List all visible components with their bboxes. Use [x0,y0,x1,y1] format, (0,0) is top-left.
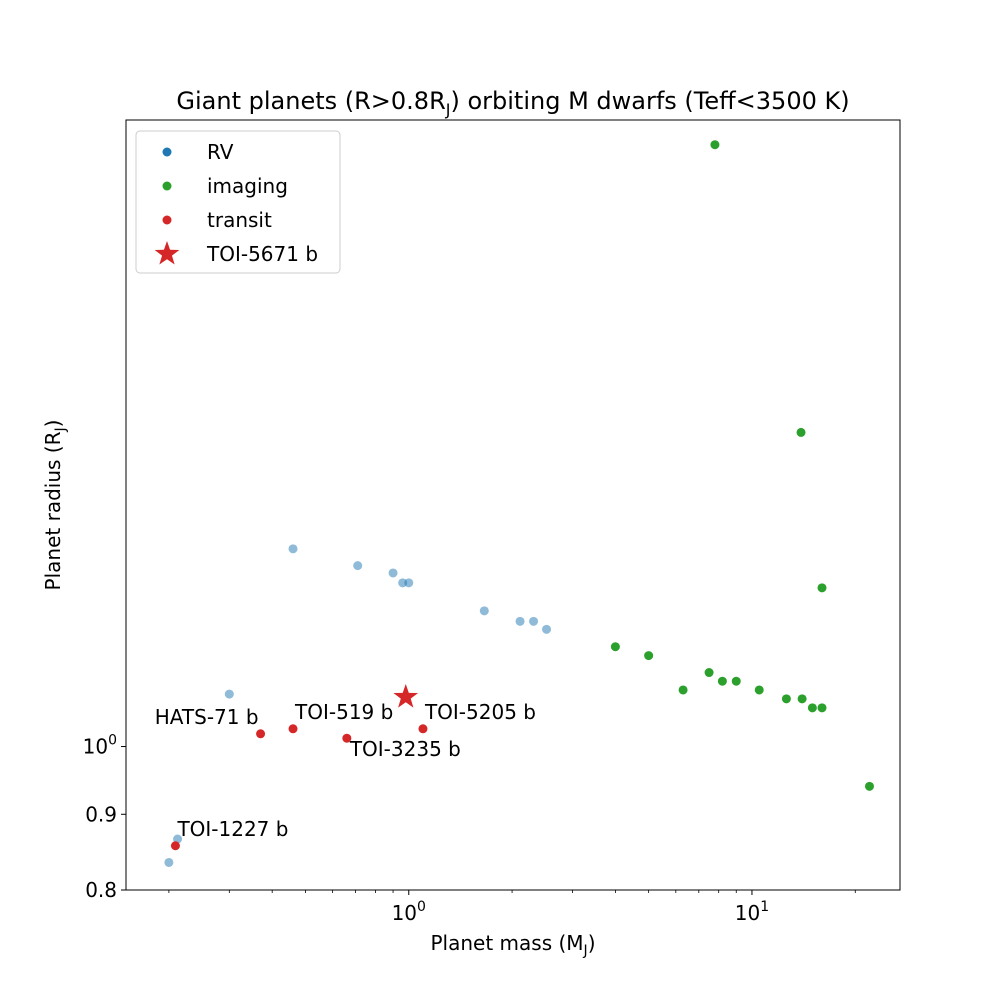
data-point [388,568,398,578]
legend: RV imaging transit TOI-5671 b [135,130,341,274]
y-tick-label: 0.8 [85,878,117,902]
x-axis-label: Planet mass (MJ) [431,931,596,959]
legend-label: transit [207,208,272,232]
data-point [704,668,714,678]
legend-label: RV [207,140,234,164]
plot-area: HATS-71 b TOI-519 b TOI-3235 b TOI-5205 b TO… [125,119,901,891]
data-point [353,561,363,571]
series-imaging [610,140,874,791]
data-point [817,583,827,593]
data-point-star [393,684,419,708]
data-point [479,606,489,616]
data-point [170,841,180,851]
chart-title: Giant planets (R>0.8RJ) orbiting M dwarf… [176,87,849,119]
data-point [288,544,298,554]
y-tick-label: 100 [83,733,117,759]
data-point [256,729,266,739]
y-axis: 0.8 0.9 100 [83,733,126,902]
data-point [288,724,298,734]
legend-marker [162,147,172,157]
data-point [817,703,827,713]
data-point [710,140,720,150]
data-point [542,624,552,634]
data-points [164,140,874,867]
point-label: TOI-3235 b [349,737,461,761]
point-label: TOI-5205 b [424,700,536,724]
point-label: TOI-1227 b [176,817,288,841]
legend-frame [135,130,341,274]
data-point [754,685,764,695]
data-point [781,694,791,704]
legend-marker-star [154,241,180,265]
y-tick-label: 0.9 [85,802,117,826]
legend-items: RV imaging transit TOI-5671 b [154,140,318,266]
data-point [342,733,352,743]
series-toi-5671-b [393,684,419,708]
data-point [731,676,741,686]
legend-item: imaging [162,174,288,198]
data-point [644,651,654,661]
legend-item: transit [162,208,272,232]
data-point [610,642,620,652]
legend-marker [162,181,172,191]
legend-label: TOI-5671 b [206,242,318,266]
data-point [717,676,727,686]
legend-marker [162,215,172,225]
data-point [797,694,807,704]
data-point [796,427,806,437]
data-point [418,724,428,734]
series-rv [164,544,552,867]
data-point [404,578,414,588]
series-transit [170,724,428,851]
point-annotations: HATS-71 b TOI-519 b TOI-3235 b TOI-5205 b TO… [155,700,536,841]
point-label: TOI-519 b [294,700,393,724]
y-axis-label: Planet radius (RJ) [41,420,69,591]
data-point [529,616,539,626]
data-point [515,616,525,626]
legend-item: TOI-5671 b [154,241,318,266]
x-axis: 100 101 [168,890,856,925]
plot-frame [125,119,901,891]
data-point [807,703,817,713]
x-tick-label: 100 [392,899,426,925]
data-point [678,685,688,695]
data-point [864,781,874,791]
legend-label: imaging [207,174,288,198]
point-label: HATS-71 b [155,705,259,729]
data-point [164,857,174,867]
legend-item: RV [162,140,234,164]
data-point [224,689,234,699]
x-tick-label: 101 [735,899,769,925]
